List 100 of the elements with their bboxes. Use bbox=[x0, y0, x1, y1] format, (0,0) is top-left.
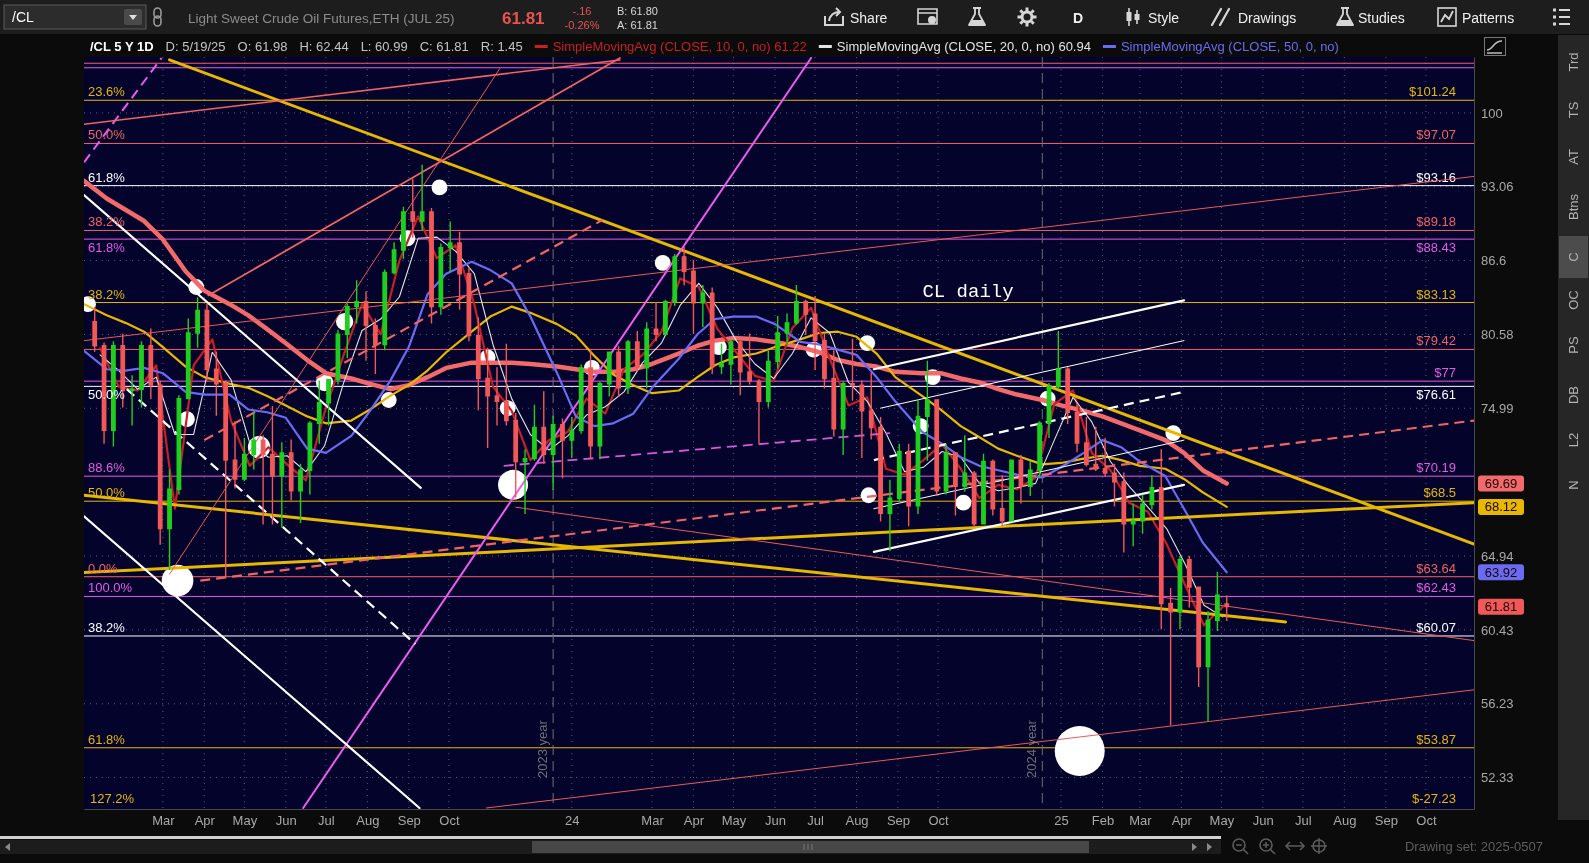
text: /CL bbox=[12, 9, 34, 25]
y-tick-label: 93.06 bbox=[1481, 179, 1514, 195]
x-tick-label: Aug bbox=[1333, 813, 1357, 829]
ref-line-label: $62.43 bbox=[1416, 580, 1456, 596]
annotation: 38.2% bbox=[88, 286, 126, 302]
ref-line-label: $68.5 bbox=[1423, 485, 1456, 501]
annotation: 23.6% bbox=[88, 84, 126, 100]
text: C: 61.81 bbox=[419, 39, 469, 54]
x-tick-label: May bbox=[721, 813, 747, 829]
text: A: 61.81 bbox=[617, 19, 658, 31]
x-tick-label: Sep bbox=[886, 813, 911, 829]
ref-line-label: $53.87 bbox=[1416, 731, 1456, 747]
x-tick-label: Mar bbox=[1129, 813, 1153, 829]
ref-line-label: $60.07 bbox=[1416, 619, 1456, 635]
ref-line-label: $93.16 bbox=[1416, 169, 1456, 185]
annotation: 61.8% bbox=[88, 731, 126, 747]
x-tick-label: Aug bbox=[356, 813, 380, 829]
x-tick-label: Sep bbox=[397, 813, 421, 829]
text: Drawings bbox=[1238, 10, 1297, 26]
ref-line-label: $63.64 bbox=[1416, 560, 1456, 576]
text: DB bbox=[1566, 385, 1581, 405]
x-tick-label: Feb bbox=[1091, 813, 1115, 829]
text: 68.12 bbox=[1484, 499, 1518, 515]
x-tick-label: Jul bbox=[1295, 813, 1312, 829]
legend-label: SimpleMovingAvg (CLOSE, 50, 0, no) bbox=[1120, 39, 1339, 54]
legend-label: SimpleMovingAvg (CLOSE, 20, 0, no) 60.94 bbox=[836, 39, 1091, 54]
text: R: 1.45 bbox=[480, 39, 523, 54]
ref-line-label: 2023 year bbox=[535, 719, 551, 778]
x-tick-label: 25 bbox=[1054, 813, 1069, 829]
text: L2 bbox=[1566, 432, 1581, 448]
x-tick-label: Jul bbox=[318, 813, 335, 829]
ref-line-label: $101.24 bbox=[1409, 84, 1456, 100]
annotation: $-27.23 bbox=[1411, 791, 1456, 806]
x-tick-label: Apr bbox=[1171, 813, 1193, 829]
x-tick-label: Aug bbox=[845, 813, 869, 829]
y-tick-label: 52.33 bbox=[1481, 770, 1514, 786]
x-tick-label: Mar bbox=[641, 813, 665, 829]
y-tick-label: 74.99 bbox=[1481, 400, 1514, 416]
text: PS bbox=[1566, 336, 1581, 354]
text: -.16 bbox=[572, 5, 592, 17]
x-tick-label: Oct bbox=[1416, 813, 1437, 829]
text: Style bbox=[1148, 10, 1180, 26]
text: Drawing set: 2025-0507 bbox=[1404, 839, 1543, 854]
ref-line-label: $77 bbox=[1434, 365, 1456, 381]
text: L: 60.99 bbox=[360, 39, 408, 54]
annotation: 38.2% bbox=[88, 619, 126, 635]
text: Share bbox=[850, 10, 888, 26]
x-tick-label: Mar bbox=[152, 813, 176, 829]
text: AT bbox=[1566, 149, 1581, 165]
text: N bbox=[1566, 480, 1581, 490]
text: B: 61.80 bbox=[617, 5, 658, 17]
text: Studies bbox=[1358, 10, 1405, 26]
x-tick-label: Sep bbox=[1374, 813, 1398, 829]
annotation: 61.8% bbox=[88, 169, 126, 185]
text: -0.26% bbox=[564, 19, 600, 31]
annotation: 50.0% bbox=[88, 127, 126, 143]
text: Btns bbox=[1566, 193, 1581, 221]
ref-line-label: $70.19 bbox=[1416, 460, 1456, 476]
text: Trd bbox=[1566, 52, 1581, 72]
x-tick-label: Jun bbox=[765, 813, 786, 829]
chart-title: Light Sweet Crude Oil Futures,ETH (JUL 25) bbox=[188, 11, 455, 26]
y-tick-label: 80.58 bbox=[1481, 327, 1514, 343]
x-tick-label: Oct bbox=[439, 813, 460, 829]
ref-line-label: $76.61 bbox=[1416, 387, 1456, 403]
text: O: 61.98 bbox=[237, 39, 288, 54]
text: Patterns bbox=[1462, 10, 1515, 26]
y-tick-label: 60.43 bbox=[1481, 622, 1514, 638]
text: C bbox=[1566, 252, 1581, 262]
text: TS bbox=[1566, 101, 1581, 119]
x-tick-label: Jun bbox=[1252, 813, 1274, 829]
text: OC bbox=[1566, 290, 1581, 310]
annotation: 61.8% bbox=[88, 240, 126, 256]
x-tick-label: May bbox=[1209, 813, 1235, 829]
ref-line-label: $79.42 bbox=[1416, 333, 1456, 349]
ref-line-label: $89.18 bbox=[1416, 214, 1456, 230]
x-tick-label: May bbox=[232, 813, 258, 829]
ref-line-label: $97.07 bbox=[1416, 127, 1456, 143]
annotation: 88.6% bbox=[88, 460, 126, 476]
x-tick-label: Apr bbox=[683, 813, 705, 829]
text: 69.69 bbox=[1484, 476, 1518, 492]
y-tick-label: 56.23 bbox=[1481, 696, 1514, 712]
x-tick-label: 24 bbox=[565, 813, 580, 829]
x-tick-label: Oct bbox=[928, 813, 950, 829]
ref-line-label: 2024 year bbox=[1024, 719, 1040, 778]
x-tick-label: Jun bbox=[275, 813, 297, 829]
text: 63.92 bbox=[1484, 564, 1518, 580]
text: D bbox=[1072, 10, 1084, 26]
text: H: 62.44 bbox=[299, 39, 349, 54]
ref-line-label: $88.43 bbox=[1416, 240, 1456, 256]
y-tick-label: 86.6 bbox=[1481, 253, 1507, 269]
y-tick-label: 64.94 bbox=[1481, 548, 1514, 564]
annotation: 100.0% bbox=[88, 580, 133, 596]
ref-line-label: $83.13 bbox=[1416, 286, 1456, 302]
legend-label: SimpleMovingAvg (CLOSE, 10, 0, no) 61.22 bbox=[552, 39, 807, 54]
annotation: 127.2% bbox=[90, 791, 135, 806]
x-tick-label: Jul bbox=[807, 813, 824, 829]
annotation: CL daily bbox=[922, 281, 1014, 303]
text: 61.81 bbox=[502, 9, 545, 28]
y-tick-label: 100 bbox=[1481, 105, 1503, 121]
chart-subtitle: /CL 5 Y 1D bbox=[90, 39, 154, 54]
